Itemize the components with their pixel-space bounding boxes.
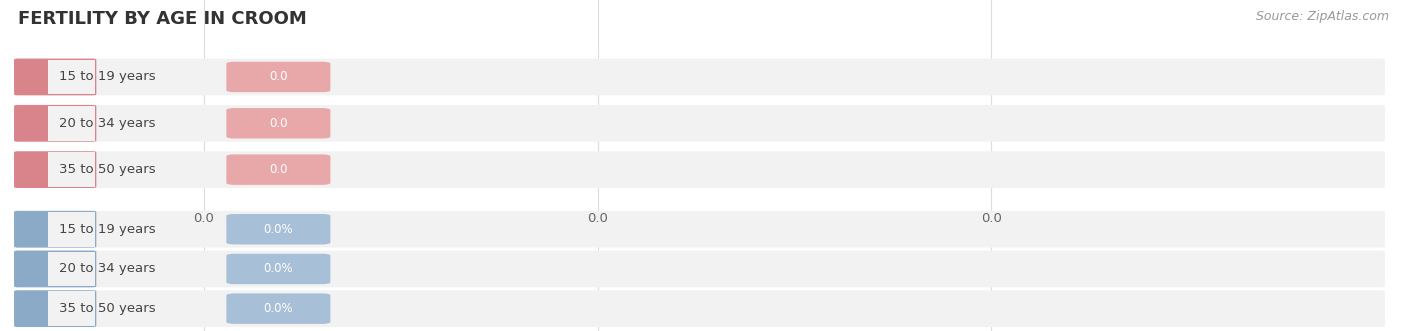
FancyBboxPatch shape <box>48 212 96 247</box>
Text: Source: ZipAtlas.com: Source: ZipAtlas.com <box>1256 10 1389 23</box>
Text: 0.0: 0.0 <box>269 71 288 83</box>
FancyBboxPatch shape <box>14 251 96 287</box>
FancyBboxPatch shape <box>226 108 330 139</box>
FancyBboxPatch shape <box>14 251 1385 287</box>
FancyBboxPatch shape <box>226 154 330 185</box>
Text: FERTILITY BY AGE IN CROOM: FERTILITY BY AGE IN CROOM <box>18 10 307 28</box>
Text: 0.0%: 0.0% <box>263 302 294 315</box>
FancyBboxPatch shape <box>14 59 96 95</box>
Text: 15 to 19 years: 15 to 19 years <box>59 223 156 236</box>
FancyBboxPatch shape <box>48 60 96 94</box>
Text: 15 to 19 years: 15 to 19 years <box>59 71 156 83</box>
FancyBboxPatch shape <box>226 214 330 244</box>
Text: 0.0: 0.0 <box>269 117 288 130</box>
FancyBboxPatch shape <box>14 151 1385 188</box>
Text: 0.0: 0.0 <box>269 163 288 176</box>
Text: 20 to 34 years: 20 to 34 years <box>59 262 156 275</box>
FancyBboxPatch shape <box>226 294 330 324</box>
Text: 35 to 50 years: 35 to 50 years <box>59 302 156 315</box>
FancyBboxPatch shape <box>14 59 1385 95</box>
FancyBboxPatch shape <box>48 252 96 286</box>
FancyBboxPatch shape <box>14 151 96 188</box>
Text: 0.0: 0.0 <box>981 212 1001 225</box>
Text: 35 to 50 years: 35 to 50 years <box>59 163 156 176</box>
Text: 0.0: 0.0 <box>194 212 214 225</box>
FancyBboxPatch shape <box>48 152 96 187</box>
FancyBboxPatch shape <box>226 254 330 284</box>
FancyBboxPatch shape <box>48 291 96 326</box>
Text: 0.0: 0.0 <box>588 212 607 225</box>
FancyBboxPatch shape <box>14 290 96 327</box>
Text: 0.0%: 0.0% <box>263 223 294 236</box>
FancyBboxPatch shape <box>14 211 96 248</box>
FancyBboxPatch shape <box>14 105 96 142</box>
FancyBboxPatch shape <box>14 105 1385 142</box>
Text: 20 to 34 years: 20 to 34 years <box>59 117 156 130</box>
FancyBboxPatch shape <box>14 290 1385 327</box>
FancyBboxPatch shape <box>48 106 96 141</box>
Text: 0.0%: 0.0% <box>263 262 294 275</box>
FancyBboxPatch shape <box>14 211 1385 248</box>
FancyBboxPatch shape <box>226 62 330 92</box>
